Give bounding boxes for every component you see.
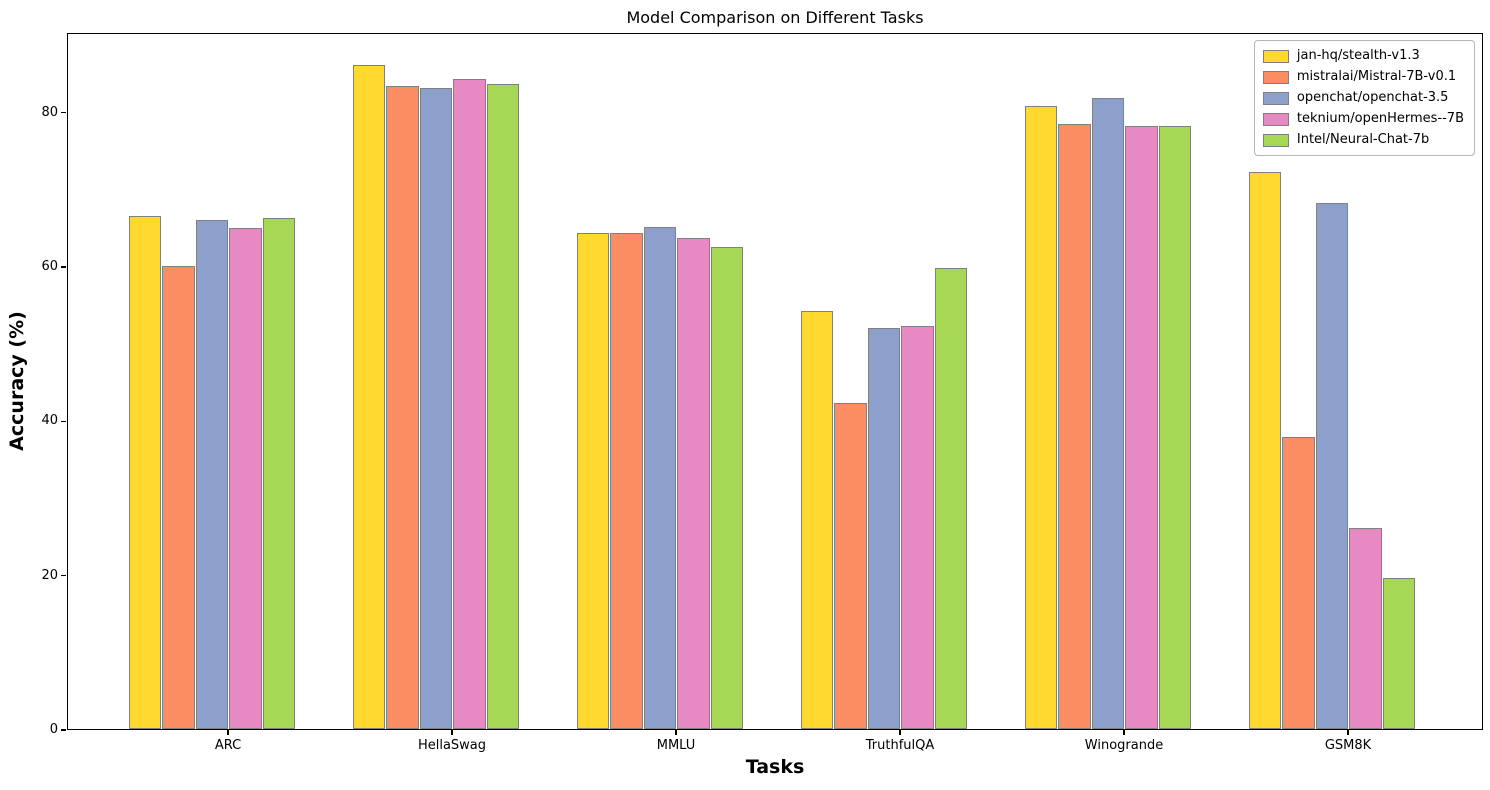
- bar: [834, 403, 867, 729]
- bar-group-winogrande: [1025, 34, 1192, 729]
- bar: [262, 218, 295, 729]
- bar: [1058, 123, 1091, 729]
- y-tick-mark: [61, 266, 66, 268]
- bar: [710, 247, 743, 729]
- bar: [1282, 437, 1315, 729]
- x-tick-mark: [451, 730, 453, 735]
- x-tick-label: MMLU: [656, 738, 696, 753]
- legend-swatch: [1262, 49, 1289, 63]
- bar: [934, 268, 967, 729]
- legend-label: openchat/openchat-3.5: [1296, 90, 1449, 105]
- legend: jan-hq/stealth-v1.3 mistralai/Mistral-7B-…: [1253, 40, 1475, 156]
- bar-group-hellaswag: [353, 34, 520, 729]
- bar: [353, 65, 386, 729]
- bar-group-arc: [129, 34, 296, 729]
- x-tick-mark: [227, 730, 229, 735]
- x-tick-mark: [675, 730, 677, 735]
- bar: [1382, 577, 1415, 729]
- legend-swatch: [1262, 70, 1289, 84]
- legend-label: mistralai/Mistral-7B-v0.1: [1296, 69, 1457, 84]
- legend-label: teknium/openHermes--7B: [1296, 111, 1464, 126]
- chart-title: Model Comparison on Different Tasks: [626, 8, 924, 27]
- bar: [486, 83, 519, 729]
- y-tick-label: 40: [41, 413, 58, 429]
- legend-item: Intel/Neural-Chat-7b: [1262, 132, 1464, 148]
- x-tick-mark: [1123, 730, 1125, 735]
- y-tick-label: 60: [41, 258, 58, 274]
- bar: [677, 238, 710, 729]
- x-tick-label: Winogrande: [1084, 738, 1164, 753]
- bar: [419, 88, 453, 729]
- bar: [129, 216, 162, 729]
- bar: [1158, 126, 1191, 729]
- y-tick-label: 20: [41, 567, 58, 583]
- bar: [229, 228, 262, 729]
- legend-label: Intel/Neural-Chat-7b: [1296, 132, 1430, 147]
- x-tick-label: GSM8K: [1324, 738, 1372, 753]
- bar: [1315, 202, 1349, 729]
- legend-item: teknium/openHermes--7B: [1262, 111, 1464, 127]
- bar: [386, 86, 419, 729]
- bar: [610, 233, 643, 729]
- bar: [1025, 106, 1058, 729]
- bar: [867, 328, 901, 729]
- bar: [577, 233, 610, 729]
- bar: [1349, 527, 1382, 729]
- legend-label: jan-hq/stealth-v1.3: [1296, 48, 1420, 63]
- bar: [643, 227, 677, 729]
- legend-item: jan-hq/stealth-v1.3: [1262, 48, 1464, 64]
- y-axis-label: Accuracy (%): [6, 311, 28, 451]
- bar: [801, 310, 834, 729]
- y-tick-mark: [61, 574, 66, 577]
- bar-group-gsm8k: [1249, 34, 1416, 729]
- bar-group-mmlu: [577, 34, 744, 729]
- x-tick-mark: [899, 730, 901, 735]
- y-tick-label: 0: [49, 722, 58, 737]
- bar-group-truthfulqa: [801, 34, 968, 729]
- bar: [1125, 126, 1158, 729]
- bar: [1249, 171, 1282, 729]
- y-tick-mark: [61, 111, 66, 114]
- y-tick-label: 80: [41, 104, 58, 120]
- x-tick-label: TruthfulQA: [865, 738, 935, 753]
- legend-swatch: [1262, 112, 1289, 126]
- bar: [1091, 97, 1125, 729]
- x-tick-label: HellaSwag: [417, 738, 487, 753]
- x-tick-mark: [1347, 730, 1349, 735]
- bar: [901, 326, 934, 729]
- y-tick-mark: [61, 729, 66, 731]
- x-axis-label: Tasks: [745, 756, 805, 778]
- y-tick-mark: [61, 420, 66, 422]
- plot-area: jan-hq/stealth-v1.3 mistralai/Mistral-7B-…: [67, 33, 1483, 730]
- legend-swatch: [1262, 91, 1289, 105]
- legend-swatch: [1262, 133, 1289, 147]
- bar: [195, 219, 229, 729]
- bar: [453, 79, 486, 729]
- bar: [162, 265, 195, 729]
- legend-item: mistralai/Mistral-7B-v0.1: [1262, 69, 1464, 85]
- legend-item: openchat/openchat-3.5: [1262, 90, 1464, 106]
- x-tick-label: ARC: [214, 738, 242, 753]
